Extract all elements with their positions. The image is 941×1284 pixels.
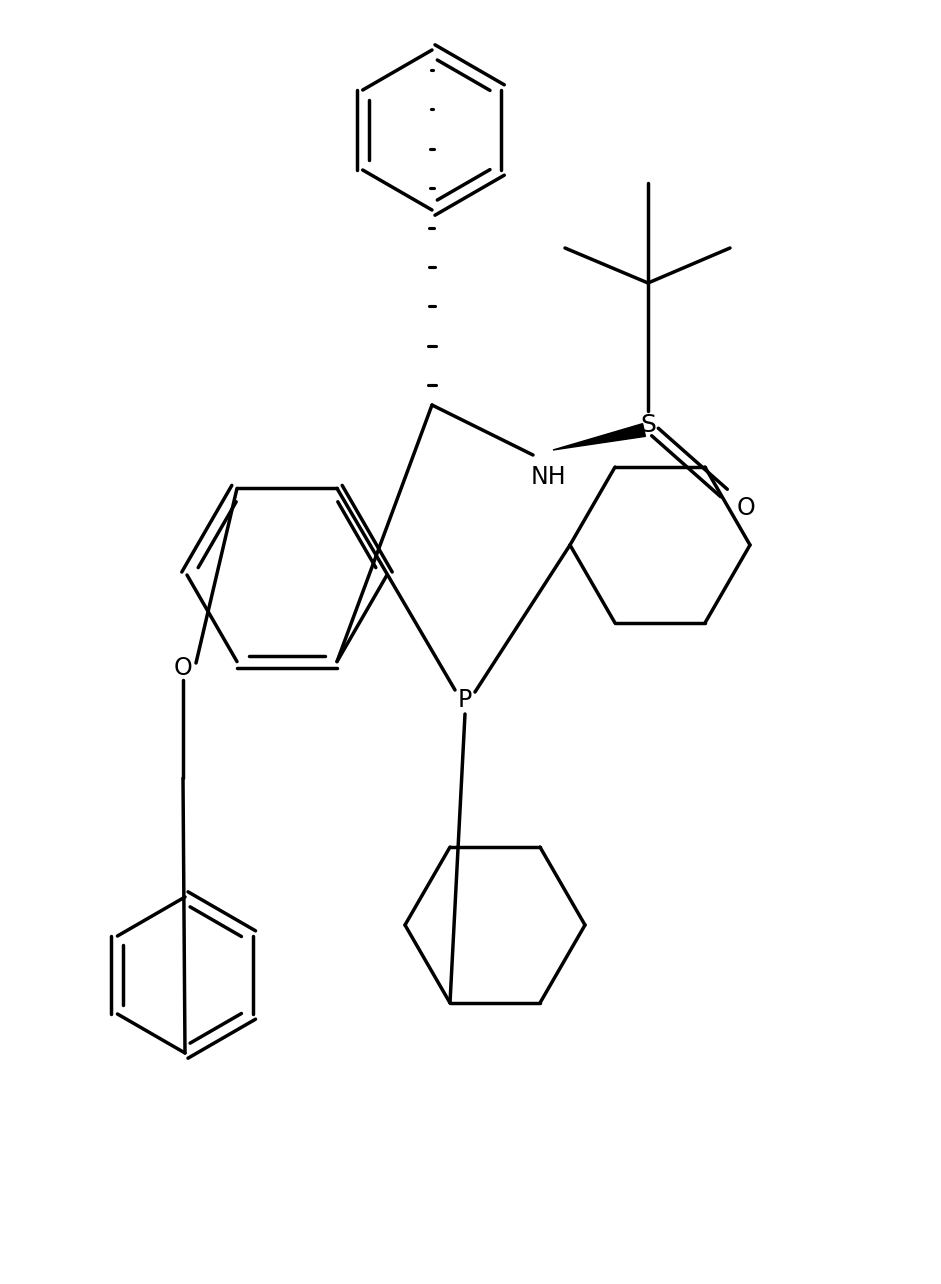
Text: P: P [458,688,472,713]
Text: S: S [640,413,656,437]
Polygon shape [553,424,646,449]
Text: O: O [174,656,192,681]
Text: NH: NH [530,465,566,489]
Text: O: O [737,496,756,520]
